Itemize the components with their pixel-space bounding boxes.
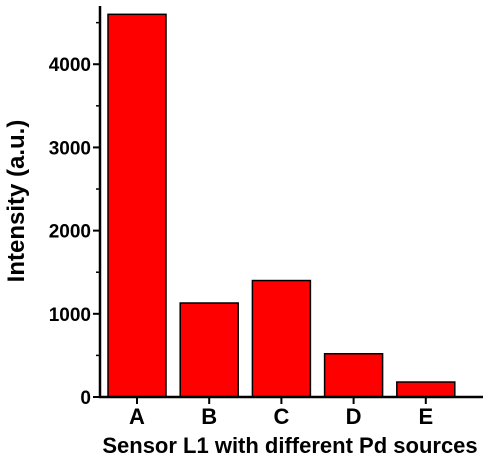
x-tick-label: B — [201, 404, 217, 429]
y-tick-label: 3000 — [49, 138, 91, 159]
bar-b — [179, 302, 239, 398]
y-tick-label: 2000 — [49, 222, 91, 243]
bar-d — [323, 352, 384, 398]
bar-a — [107, 13, 167, 398]
x-tick-label: D — [346, 404, 362, 429]
x-tick-label: E — [418, 404, 433, 429]
y-ticks-group: 0 1000 2000 3000 4000 — [49, 21, 100, 409]
y-tick-label: 1000 — [49, 305, 91, 326]
axes-group — [98, 6, 483, 399]
y-tick-label: 0 — [80, 388, 91, 409]
x-tick-label: C — [273, 404, 289, 429]
x-axis-title: Sensor L1 with different Pd sources — [102, 433, 477, 458]
y-tick-label: 4000 — [49, 55, 91, 76]
bar-e — [396, 381, 456, 398]
bar-c — [251, 279, 312, 398]
y-axis-title: Intensity (a.u.) — [3, 120, 30, 283]
bars-group — [107, 13, 456, 398]
x-ticks-group: A B C D E — [129, 397, 433, 429]
x-tick-label: A — [129, 404, 145, 429]
